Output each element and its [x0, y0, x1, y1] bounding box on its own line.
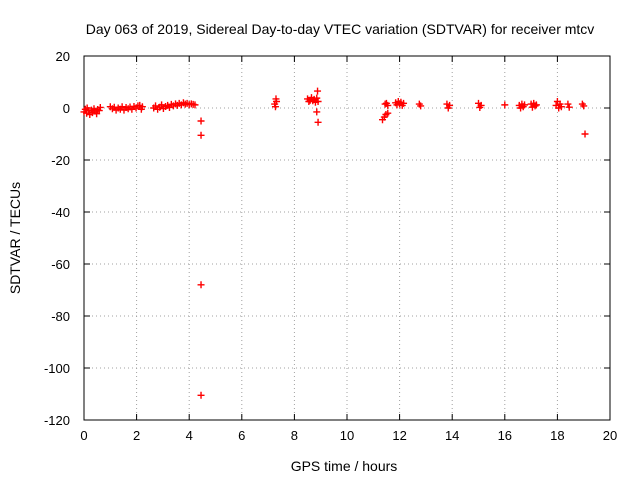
data-point	[191, 101, 199, 109]
data-point	[273, 98, 281, 105]
data-point	[581, 130, 589, 138]
x-tick-label: 18	[550, 428, 564, 443]
x-tick-label: 12	[392, 428, 406, 443]
data-point	[446, 101, 454, 109]
data-point	[197, 281, 205, 289]
data-point	[305, 98, 313, 105]
data-point	[197, 117, 205, 125]
data-point	[532, 101, 540, 109]
data-points	[80, 87, 589, 399]
y-tick-label: -40	[51, 205, 70, 220]
chart-title: Day 063 of 2019, Sidereal Day-to-day VTE…	[86, 21, 595, 37]
x-tick-label: 0	[80, 428, 87, 443]
grid	[84, 56, 610, 420]
data-point	[96, 103, 104, 111]
data-point	[531, 102, 539, 110]
data-point	[158, 101, 166, 109]
data-point	[565, 103, 573, 111]
data-point	[314, 87, 322, 95]
data-point	[557, 103, 565, 111]
x-tick-label: 10	[340, 428, 354, 443]
data-point	[521, 101, 529, 109]
data-point	[384, 101, 392, 109]
x-tick-label: 8	[291, 428, 298, 443]
x-tick-label: 6	[238, 428, 245, 443]
x-tick-label: 16	[498, 428, 512, 443]
x-axis-label: GPS time / hours	[291, 458, 398, 474]
x-tick-label: 14	[445, 428, 459, 443]
axis-ticks	[83, 55, 611, 421]
data-point	[271, 103, 279, 111]
y-tick-label: 0	[63, 101, 70, 116]
data-point	[314, 118, 322, 126]
y-tick-label: -100	[44, 361, 70, 376]
y-tick-label: -80	[51, 309, 70, 324]
y-tick-labels: 20 0 -20 -40 -60 -80 -100 -120	[44, 49, 70, 428]
data-point	[564, 100, 572, 108]
data-point	[400, 99, 408, 107]
data-point	[314, 98, 322, 105]
y-tick-label: 20	[56, 49, 70, 64]
data-point	[313, 108, 321, 116]
y-tick-label: -20	[51, 153, 70, 168]
y-axis-label: SDTVAR / TECUs	[7, 182, 23, 294]
data-point	[417, 102, 425, 110]
y-tick-label: -120	[44, 413, 70, 428]
data-point	[313, 94, 321, 102]
data-point	[197, 131, 205, 139]
x-tick-label: 4	[186, 428, 193, 443]
x-tick-labels: 0 2 4 6 8 10 12 14 16 18 20	[80, 428, 617, 443]
y-tick-label: -60	[51, 257, 70, 272]
x-tick-label: 20	[603, 428, 617, 443]
data-point	[138, 103, 146, 111]
data-point	[501, 101, 509, 109]
data-point	[384, 109, 392, 117]
x-tick-label: 2	[133, 428, 140, 443]
data-point	[580, 102, 588, 110]
data-point	[197, 391, 205, 399]
data-point	[477, 101, 485, 109]
data-point	[95, 107, 103, 115]
